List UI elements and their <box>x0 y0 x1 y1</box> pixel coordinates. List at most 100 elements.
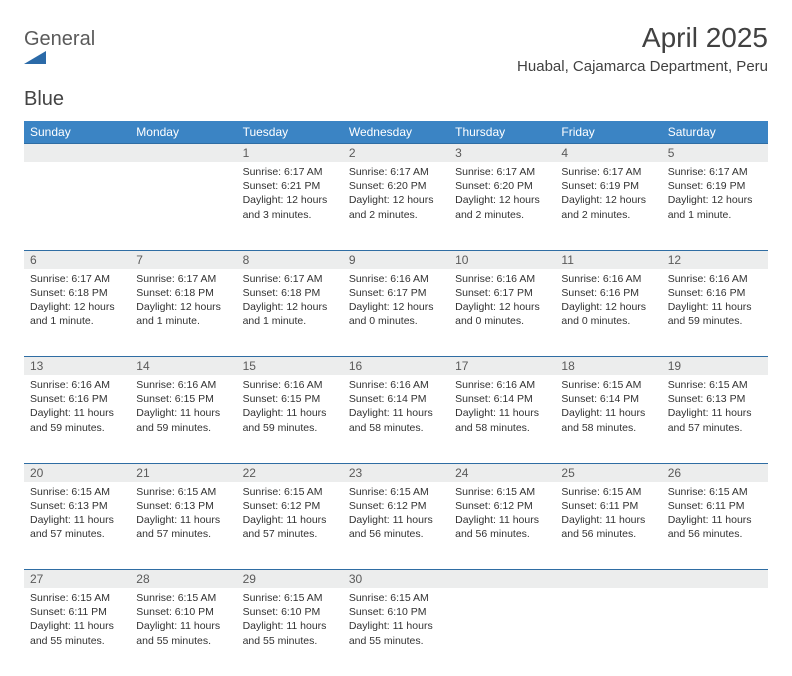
day-content-row: Sunrise: 6:15 AMSunset: 6:11 PMDaylight:… <box>24 588 768 676</box>
day-content: Sunrise: 6:17 AMSunset: 6:19 PMDaylight:… <box>555 162 661 228</box>
empty-cell <box>662 570 768 589</box>
day-content: Sunrise: 6:15 AMSunset: 6:13 PMDaylight:… <box>130 482 236 548</box>
day-number: 3 <box>449 144 555 162</box>
empty-cell <box>130 162 236 250</box>
weekday-header: Sunday <box>24 121 130 144</box>
day-cell: Sunrise: 6:17 AMSunset: 6:19 PMDaylight:… <box>662 162 768 250</box>
weekday-header: Tuesday <box>237 121 343 144</box>
day-number-cell: 28 <box>130 570 236 589</box>
day-content: Sunrise: 6:16 AMSunset: 6:16 PMDaylight:… <box>24 375 130 441</box>
day-cell: Sunrise: 6:15 AMSunset: 6:12 PMDaylight:… <box>343 482 449 570</box>
day-number-cell: 22 <box>237 463 343 482</box>
day-number-cell: 15 <box>237 357 343 376</box>
day-content: Sunrise: 6:15 AMSunset: 6:13 PMDaylight:… <box>662 375 768 441</box>
day-cell: Sunrise: 6:16 AMSunset: 6:16 PMDaylight:… <box>24 375 130 463</box>
day-content: Sunrise: 6:15 AMSunset: 6:11 PMDaylight:… <box>555 482 661 548</box>
day-content: Sunrise: 6:16 AMSunset: 6:14 PMDaylight:… <box>343 375 449 441</box>
day-cell: Sunrise: 6:16 AMSunset: 6:14 PMDaylight:… <box>449 375 555 463</box>
empty-cell <box>130 144 236 163</box>
day-cell: Sunrise: 6:15 AMSunset: 6:11 PMDaylight:… <box>555 482 661 570</box>
day-content: Sunrise: 6:15 AMSunset: 6:12 PMDaylight:… <box>237 482 343 548</box>
day-number-cell: 17 <box>449 357 555 376</box>
day-content: Sunrise: 6:16 AMSunset: 6:17 PMDaylight:… <box>343 269 449 335</box>
logo-triangle-icon <box>24 51 95 65</box>
day-number-cell: 29 <box>237 570 343 589</box>
day-number-cell: 2 <box>343 144 449 163</box>
day-cell: Sunrise: 6:17 AMSunset: 6:19 PMDaylight:… <box>555 162 661 250</box>
day-cell: Sunrise: 6:15 AMSunset: 6:14 PMDaylight:… <box>555 375 661 463</box>
day-content: Sunrise: 6:16 AMSunset: 6:15 PMDaylight:… <box>130 375 236 441</box>
day-cell: Sunrise: 6:17 AMSunset: 6:18 PMDaylight:… <box>130 269 236 357</box>
day-number-row: 27282930 <box>24 570 768 589</box>
day-content-row: Sunrise: 6:16 AMSunset: 6:16 PMDaylight:… <box>24 375 768 463</box>
day-cell: Sunrise: 6:16 AMSunset: 6:16 PMDaylight:… <box>555 269 661 357</box>
day-number-cell: 11 <box>555 250 661 269</box>
title-block: April 2025 Huabal, Cajamarca Department,… <box>517 22 768 75</box>
day-number-cell: 8 <box>237 250 343 269</box>
day-number: 6 <box>24 251 130 269</box>
location-text: Huabal, Cajamarca Department, Peru <box>517 58 768 75</box>
day-content: Sunrise: 6:17 AMSunset: 6:18 PMDaylight:… <box>24 269 130 335</box>
day-content: Sunrise: 6:15 AMSunset: 6:13 PMDaylight:… <box>24 482 130 548</box>
day-number: 18 <box>555 357 661 375</box>
day-content: Sunrise: 6:17 AMSunset: 6:19 PMDaylight:… <box>662 162 768 228</box>
day-number: 16 <box>343 357 449 375</box>
logo-word1: General <box>24 28 95 50</box>
day-number: 9 <box>343 251 449 269</box>
day-number: 11 <box>555 251 661 269</box>
calendar-table: SundayMondayTuesdayWednesdayThursdayFrid… <box>24 121 768 676</box>
day-number-cell: 9 <box>343 250 449 269</box>
day-content-row: Sunrise: 6:17 AMSunset: 6:21 PMDaylight:… <box>24 162 768 250</box>
logo-text: GeneralBlue <box>24 28 95 111</box>
day-number: 22 <box>237 464 343 482</box>
day-content: Sunrise: 6:15 AMSunset: 6:10 PMDaylight:… <box>130 588 236 654</box>
day-number-row: 20212223242526 <box>24 463 768 482</box>
day-cell: Sunrise: 6:15 AMSunset: 6:13 PMDaylight:… <box>662 375 768 463</box>
day-cell: Sunrise: 6:17 AMSunset: 6:20 PMDaylight:… <box>449 162 555 250</box>
day-number: 27 <box>24 570 130 588</box>
day-number-cell: 25 <box>555 463 661 482</box>
weekday-header: Thursday <box>449 121 555 144</box>
day-number-cell: 19 <box>662 357 768 376</box>
day-number-row: 12345 <box>24 144 768 163</box>
day-number: 12 <box>662 251 768 269</box>
day-number-row: 6789101112 <box>24 250 768 269</box>
day-number-cell: 16 <box>343 357 449 376</box>
day-number-cell: 7 <box>130 250 236 269</box>
day-content-row: Sunrise: 6:15 AMSunset: 6:13 PMDaylight:… <box>24 482 768 570</box>
day-number: 29 <box>237 570 343 588</box>
empty-cell <box>449 588 555 676</box>
empty-cell <box>24 144 130 163</box>
day-number: 15 <box>237 357 343 375</box>
weekday-header: Wednesday <box>343 121 449 144</box>
day-content: Sunrise: 6:16 AMSunset: 6:16 PMDaylight:… <box>555 269 661 335</box>
day-number-cell: 3 <box>449 144 555 163</box>
day-number: 19 <box>662 357 768 375</box>
day-cell: Sunrise: 6:15 AMSunset: 6:11 PMDaylight:… <box>24 588 130 676</box>
day-number-cell: 18 <box>555 357 661 376</box>
day-cell: Sunrise: 6:15 AMSunset: 6:10 PMDaylight:… <box>237 588 343 676</box>
day-number: 26 <box>662 464 768 482</box>
day-number: 23 <box>343 464 449 482</box>
day-number: 21 <box>130 464 236 482</box>
day-number-cell: 24 <box>449 463 555 482</box>
day-number-cell: 26 <box>662 463 768 482</box>
day-number-cell: 4 <box>555 144 661 163</box>
weekday-header: Monday <box>130 121 236 144</box>
day-cell: Sunrise: 6:15 AMSunset: 6:10 PMDaylight:… <box>343 588 449 676</box>
day-content: Sunrise: 6:15 AMSunset: 6:14 PMDaylight:… <box>555 375 661 441</box>
day-number: 10 <box>449 251 555 269</box>
day-number: 24 <box>449 464 555 482</box>
weekday-header: Friday <box>555 121 661 144</box>
day-content-row: Sunrise: 6:17 AMSunset: 6:18 PMDaylight:… <box>24 269 768 357</box>
day-cell: Sunrise: 6:15 AMSunset: 6:10 PMDaylight:… <box>130 588 236 676</box>
day-number: 8 <box>237 251 343 269</box>
empty-cell <box>449 570 555 589</box>
day-content: Sunrise: 6:16 AMSunset: 6:14 PMDaylight:… <box>449 375 555 441</box>
day-content: Sunrise: 6:15 AMSunset: 6:11 PMDaylight:… <box>662 482 768 548</box>
day-cell: Sunrise: 6:15 AMSunset: 6:11 PMDaylight:… <box>662 482 768 570</box>
empty-cell <box>24 162 130 250</box>
day-cell: Sunrise: 6:16 AMSunset: 6:17 PMDaylight:… <box>343 269 449 357</box>
day-number: 1 <box>237 144 343 162</box>
day-number: 17 <box>449 357 555 375</box>
